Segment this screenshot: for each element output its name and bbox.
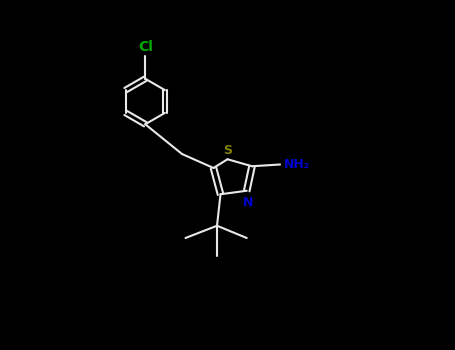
Text: S: S: [223, 145, 232, 158]
Text: N: N: [243, 196, 254, 209]
Text: Cl: Cl: [138, 40, 153, 54]
Text: NH₂: NH₂: [283, 158, 309, 171]
